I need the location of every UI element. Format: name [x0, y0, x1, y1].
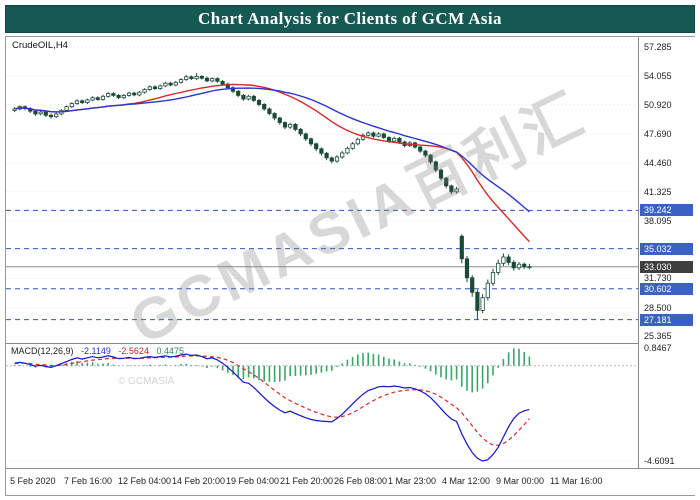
- price-axis-label: 28.500: [644, 302, 672, 313]
- macd-indicator-panel[interactable]: MACD(12,26,9) -2.1149 -2.5624 0.4475 © G…: [6, 343, 638, 469]
- symbol-label: CrudeOIL,H4: [12, 40, 68, 51]
- macd-histogram-value: 0.4475: [156, 346, 184, 356]
- price-level-tag[interactable]: 35.032: [640, 242, 693, 255]
- time-axis-label: 21 Feb 20:00: [280, 476, 334, 486]
- price-level-tag[interactable]: 39.242: [640, 204, 693, 217]
- time-axis-label: 14 Feb 20:00: [172, 476, 226, 486]
- banner-title: Chart Analysis for Clients of GCM Asia: [198, 9, 502, 28]
- time-axis-label: 26 Feb 08:00: [334, 476, 388, 486]
- price-axis-label: 38.095: [644, 215, 672, 226]
- price-axis-label: 25.365: [644, 331, 672, 342]
- macd-axis-label: -4.6091: [644, 455, 675, 466]
- macd-axis-label: 0.8467: [644, 343, 672, 354]
- macd-signal-value: -2.5624: [118, 346, 149, 356]
- time-axis-label: 11 Mar 16:00: [550, 476, 603, 486]
- macd-main-value: -2.1149: [81, 346, 111, 356]
- macd-indicator-name: MACD(12,26,9): [11, 346, 74, 356]
- price-axis-label: 57.285: [644, 42, 672, 53]
- time-axis-label: 9 Mar 00:00: [496, 476, 545, 486]
- price-axis-label: 47.690: [644, 128, 672, 139]
- time-axis-label: 7 Feb 16:00: [64, 476, 113, 486]
- price-axis-label: 31.730: [644, 273, 672, 284]
- banner: Chart Analysis for Clients of GCM Asia: [5, 5, 695, 33]
- price-chart-canvas[interactable]: [6, 37, 638, 343]
- chart-window: GCMASIA百利汇 CrudeOIL,H4 MACD(12,26,9) -2.…: [5, 36, 700, 496]
- time-axis[interactable]: 5 Feb 2020 7 Feb 16:00 12 Feb 04:00 14 Feb …: [6, 468, 700, 495]
- price-chart-panel[interactable]: GCMASIA百利汇 CrudeOIL,H4: [6, 37, 638, 343]
- price-level-tag[interactable]: 30.602: [640, 282, 693, 295]
- price-level-tag[interactable]: 27.181: [640, 313, 693, 326]
- macd-indicator-label-row: MACD(12,26,9) -2.1149 -2.5624 0.4475: [11, 346, 189, 356]
- price-axis[interactable]: 57.285 54.055 50.920 47.690 44.460 41.325 38.0…: [638, 37, 696, 468]
- current-price-tag: 33.030: [640, 260, 693, 273]
- macd-canvas[interactable]: [6, 344, 638, 468]
- time-axis-label: 4 Mar 12:00: [442, 476, 491, 486]
- time-axis-label: 5 Feb 2020: [10, 476, 56, 486]
- price-axis-label: 50.920: [644, 99, 672, 110]
- price-axis-label: 44.460: [644, 158, 672, 169]
- time-axis-label: 12 Feb 04:00: [118, 476, 172, 486]
- time-axis-label: 1 Mar 23:00: [388, 476, 437, 486]
- plot-column: GCMASIA百利汇 CrudeOIL,H4 MACD(12,26,9) -2.…: [6, 37, 700, 495]
- price-axis-label: 54.055: [644, 71, 672, 82]
- time-axis-label: 19 Feb 04:00: [226, 476, 280, 486]
- price-axis-label: 41.325: [644, 186, 672, 197]
